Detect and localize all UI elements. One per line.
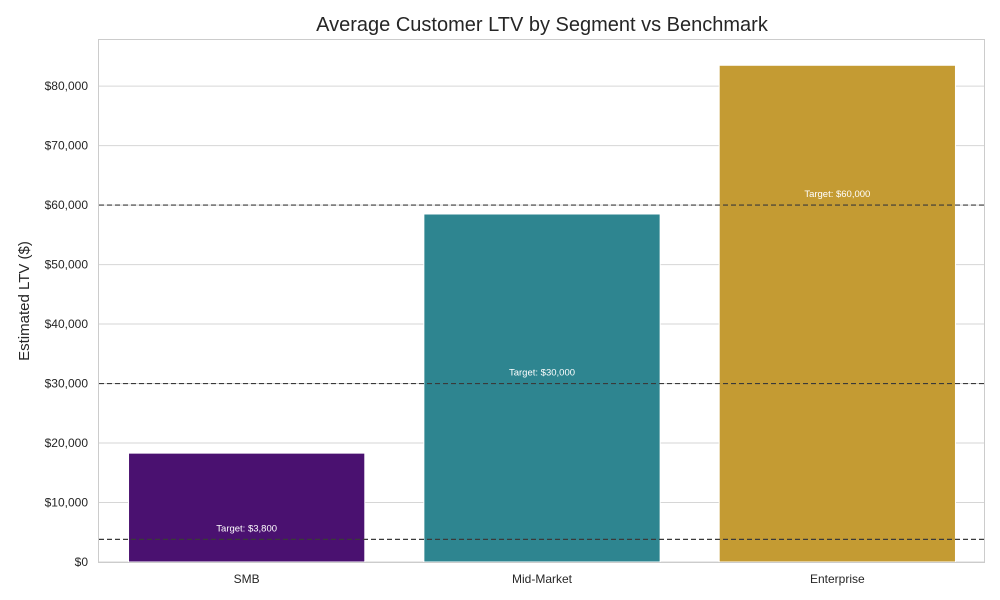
chart-title: Average Customer LTV by Segment vs Bench… xyxy=(316,14,769,36)
y-tick-label: $70,000 xyxy=(45,139,89,153)
target-label: Target: $60,000 xyxy=(804,189,870,200)
bar-mid-market xyxy=(423,213,661,563)
y-tick-label: $60,000 xyxy=(45,198,89,212)
y-tick-label: $10,000 xyxy=(45,496,89,510)
x-tick-label: Mid-Market xyxy=(512,572,573,586)
bar-smb xyxy=(128,452,366,563)
bar-enterprise xyxy=(718,64,956,563)
bars xyxy=(128,64,956,563)
y-tick-label: $0 xyxy=(75,555,89,569)
target-lines: Target: $3,800 Target: $30,000 Target: $60… xyxy=(99,189,985,540)
y-tick-label: $40,000 xyxy=(45,317,89,331)
plot-frame xyxy=(98,39,985,563)
target-label: Target: $3,800 xyxy=(216,523,277,534)
y-tick-label: $80,000 xyxy=(45,79,89,93)
y-tick-label: $50,000 xyxy=(45,258,89,272)
y-axis-label: Estimated LTV ($) xyxy=(16,241,33,361)
y-axis-ticks: $0 $10,000 $20,000 $30,000 $40,000 $50,000 $60… xyxy=(45,79,89,569)
y-tick-label: $30,000 xyxy=(45,377,89,391)
y-tick-label: $20,000 xyxy=(45,436,89,450)
x-tick-label: Enterprise xyxy=(810,572,865,586)
x-tick-label: SMB xyxy=(234,572,260,586)
target-label: Target: $30,000 xyxy=(509,368,575,379)
x-axis-ticks: SMB Mid-Market Enterprise xyxy=(234,572,865,586)
